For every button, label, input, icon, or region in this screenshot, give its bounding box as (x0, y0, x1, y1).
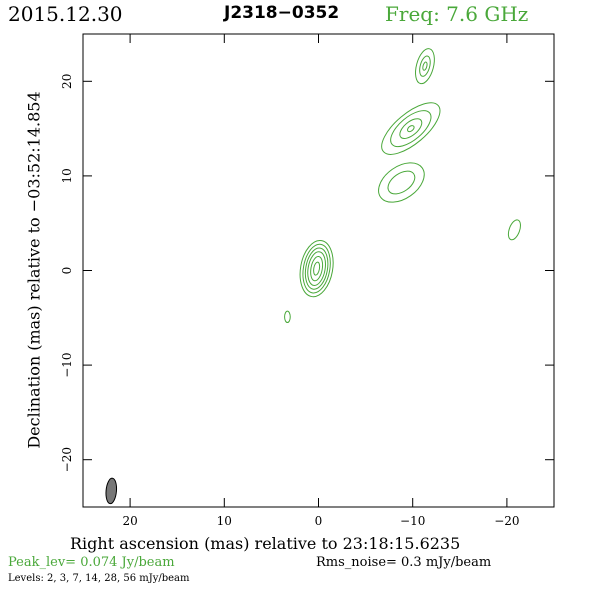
x-tick-label: −10 (400, 514, 425, 528)
contour-levels: Levels: 2, 3, 7, 14, 28, 56 mJy/beam (8, 573, 190, 584)
contour-line (390, 110, 432, 148)
contour-line (419, 55, 431, 77)
x-axis-label: Right ascension (mas) relative to 23:18:… (70, 534, 461, 553)
plot-frame (82, 33, 555, 508)
contour-line (299, 240, 334, 298)
y-tick-label: 20 (60, 74, 74, 89)
contour-line (422, 61, 428, 71)
frequency-label: Freq: 7.6 GHz (385, 2, 529, 26)
contour-line (381, 102, 441, 155)
beam-shape (105, 477, 118, 505)
rms-noise: Rms_noise= 0.3 mJy/beam (316, 555, 492, 570)
contour-line (310, 255, 324, 282)
contour-layer (284, 48, 521, 324)
contour-line (507, 219, 521, 241)
source-name: J2318−0352 (224, 3, 340, 23)
y-tick-label: 0 (60, 267, 74, 275)
observation-date: 2015.12.30 (8, 2, 123, 26)
peak-level: Peak_lev= 0.074 Jy/beam (8, 555, 175, 570)
contour-line (407, 125, 415, 133)
x-tick-label: 20 (122, 514, 137, 528)
y-tick-label: 10 (60, 168, 74, 183)
y-tick-label: −10 (60, 352, 74, 377)
contour-line (378, 162, 425, 203)
contour-line (387, 170, 416, 195)
beam-ellipse (105, 477, 118, 505)
contour-line (284, 310, 291, 324)
y-axis-label: Declination (mas) relative to −03:52:14.… (24, 91, 44, 449)
x-tick-label: −20 (494, 514, 519, 528)
x-tick-label: 0 (315, 514, 323, 528)
y-tick-label: −20 (60, 447, 74, 472)
contour-line (415, 48, 435, 85)
axis-ticks: 20 10 0 −10 −20 20 10 0 −10 −20 (60, 34, 554, 528)
contour-line (399, 118, 423, 139)
contour-line (307, 251, 326, 286)
x-tick-label: 10 (217, 514, 232, 528)
contour-line (313, 261, 321, 276)
contour-line (302, 243, 331, 294)
contour-line (304, 247, 329, 290)
